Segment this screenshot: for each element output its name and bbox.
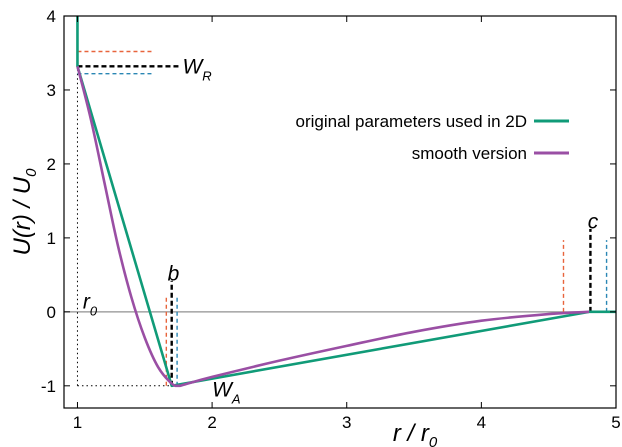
y-axis-title: U(r) / U0 [9,168,40,256]
x-tick-label-0: 1 [73,413,82,432]
annotation-0: WR [182,55,211,83]
y-axis-title-sub: 0 [23,168,40,177]
annotation-4: r0 [83,290,98,318]
y-tick-label-0: -1 [41,377,56,396]
annotation-3: c [588,211,599,234]
axis-ticks: 1 2 3 4 5 -1 0 1 2 3 4 [41,7,621,432]
annotation-0-main: W [182,55,204,78]
y-tick-label-1: 0 [47,303,56,322]
annotation-1-main: b [168,262,180,285]
series-line-1 [76,65,590,388]
x-tick-label-4: 5 [611,413,620,432]
annotation-1: b [168,262,180,285]
annotation-2-main: W [212,379,234,402]
y-tick-label-4: 3 [47,81,56,100]
plot-frame [63,15,617,409]
y-tick-label-5: 4 [47,7,56,26]
annotation-3-main: c [588,211,599,234]
x-axis-title-main: r / r [393,420,430,447]
y-tick-label-2: 1 [47,229,56,248]
series-line-0 [76,16,616,388]
x-axis-title-sub: 0 [429,434,438,447]
y-tick-label-3: 2 [47,155,56,174]
annotation-2-sub: A [231,392,241,407]
x-tick-label-3: 4 [477,413,486,432]
legend: original parameters used in 2D smooth ve… [295,112,569,163]
annotation-4-main: r [83,290,91,313]
x-tick-label-2: 3 [342,413,351,432]
legend-label-smooth: smooth version [412,144,527,163]
x-axis-title: r / r0 [393,420,438,447]
y-axis-title-main: U(r) / U [9,176,36,255]
annotation-4-sub: 0 [90,303,98,318]
annotation-2: WA [212,379,241,407]
x-tick-label-1: 2 [207,413,216,432]
legend-label-original: original parameters used in 2D [295,112,527,131]
annotation-0-sub: R [202,68,211,83]
